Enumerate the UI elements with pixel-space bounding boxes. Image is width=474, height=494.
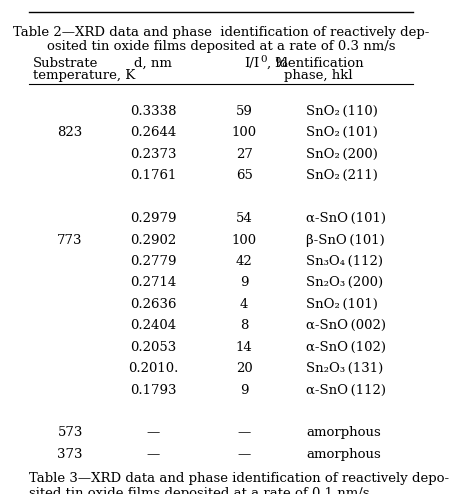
Text: 773: 773 bbox=[57, 234, 83, 247]
Text: 4: 4 bbox=[240, 298, 248, 311]
Text: 0.2714: 0.2714 bbox=[130, 276, 176, 289]
Text: —: — bbox=[237, 448, 251, 461]
Text: 823: 823 bbox=[57, 126, 83, 139]
Text: —: — bbox=[146, 448, 160, 461]
Text: 20: 20 bbox=[236, 362, 253, 375]
Text: phase, hkl: phase, hkl bbox=[284, 69, 353, 82]
Text: Table 3—XRD data and phase identification of reactively depo-: Table 3—XRD data and phase identificatio… bbox=[28, 472, 449, 485]
Text: 0.2053: 0.2053 bbox=[130, 341, 176, 354]
Text: Sn₂O₃ (131): Sn₂O₃ (131) bbox=[306, 362, 383, 375]
Text: osited tin oxide films deposited at a rate of 0.3 nm/s: osited tin oxide films deposited at a ra… bbox=[46, 40, 395, 53]
Text: Substrate: Substrate bbox=[33, 56, 98, 70]
Text: 0.1793: 0.1793 bbox=[130, 383, 176, 397]
Text: —: — bbox=[146, 426, 160, 440]
Text: 0.1761: 0.1761 bbox=[130, 169, 176, 182]
Text: 0.2373: 0.2373 bbox=[130, 148, 176, 161]
Text: SnO₂ (101): SnO₂ (101) bbox=[306, 126, 378, 139]
Text: 59: 59 bbox=[236, 105, 253, 118]
Text: 373: 373 bbox=[57, 448, 83, 461]
Text: Identification: Identification bbox=[274, 56, 364, 70]
Text: 0.2779: 0.2779 bbox=[130, 255, 176, 268]
Text: α-SnO (112): α-SnO (112) bbox=[306, 383, 386, 397]
Text: 0.2979: 0.2979 bbox=[130, 212, 176, 225]
Text: 0: 0 bbox=[260, 55, 267, 64]
Text: SnO₂ (200): SnO₂ (200) bbox=[306, 148, 378, 161]
Text: 65: 65 bbox=[236, 169, 253, 182]
Text: amorphous: amorphous bbox=[306, 448, 381, 461]
Text: 100: 100 bbox=[232, 234, 257, 247]
Text: 0.2636: 0.2636 bbox=[130, 298, 176, 311]
Text: 0.2010.: 0.2010. bbox=[128, 362, 178, 375]
Text: 573: 573 bbox=[57, 426, 83, 440]
Text: , %: , % bbox=[266, 56, 288, 70]
Text: sited tin oxide films deposited at a rate of 0.1 nm/s: sited tin oxide films deposited at a rat… bbox=[28, 487, 369, 494]
Text: α-SnO (101): α-SnO (101) bbox=[306, 212, 386, 225]
Text: 54: 54 bbox=[236, 212, 253, 225]
Text: 0.2644: 0.2644 bbox=[130, 126, 176, 139]
Text: 8: 8 bbox=[240, 319, 248, 332]
Text: SnO₂ (101): SnO₂ (101) bbox=[306, 298, 378, 311]
Text: d, nm: d, nm bbox=[134, 56, 172, 70]
Text: Sn₃O₄ (112): Sn₃O₄ (112) bbox=[306, 255, 383, 268]
Text: Sn₂O₃ (200): Sn₂O₃ (200) bbox=[306, 276, 383, 289]
Text: 0.2404: 0.2404 bbox=[130, 319, 176, 332]
Text: 14: 14 bbox=[236, 341, 253, 354]
Text: I/I: I/I bbox=[244, 56, 259, 70]
Text: α-SnO (002): α-SnO (002) bbox=[306, 319, 386, 332]
Text: 0.3338: 0.3338 bbox=[130, 105, 176, 118]
Text: 9: 9 bbox=[240, 383, 248, 397]
Text: SnO₂ (211): SnO₂ (211) bbox=[306, 169, 378, 182]
Text: —: — bbox=[237, 426, 251, 440]
Text: β-SnO (101): β-SnO (101) bbox=[306, 234, 385, 247]
Text: 0.2902: 0.2902 bbox=[130, 234, 176, 247]
Text: temperature, K: temperature, K bbox=[33, 69, 135, 82]
Text: 9: 9 bbox=[240, 276, 248, 289]
Text: Table 2—XRD data and phase  identification of reactively dep-: Table 2—XRD data and phase identificatio… bbox=[13, 26, 429, 39]
Text: 27: 27 bbox=[236, 148, 253, 161]
Text: 100: 100 bbox=[232, 126, 257, 139]
Text: 42: 42 bbox=[236, 255, 253, 268]
Text: amorphous: amorphous bbox=[306, 426, 381, 440]
Text: SnO₂ (110): SnO₂ (110) bbox=[306, 105, 378, 118]
Text: α-SnO (102): α-SnO (102) bbox=[306, 341, 386, 354]
